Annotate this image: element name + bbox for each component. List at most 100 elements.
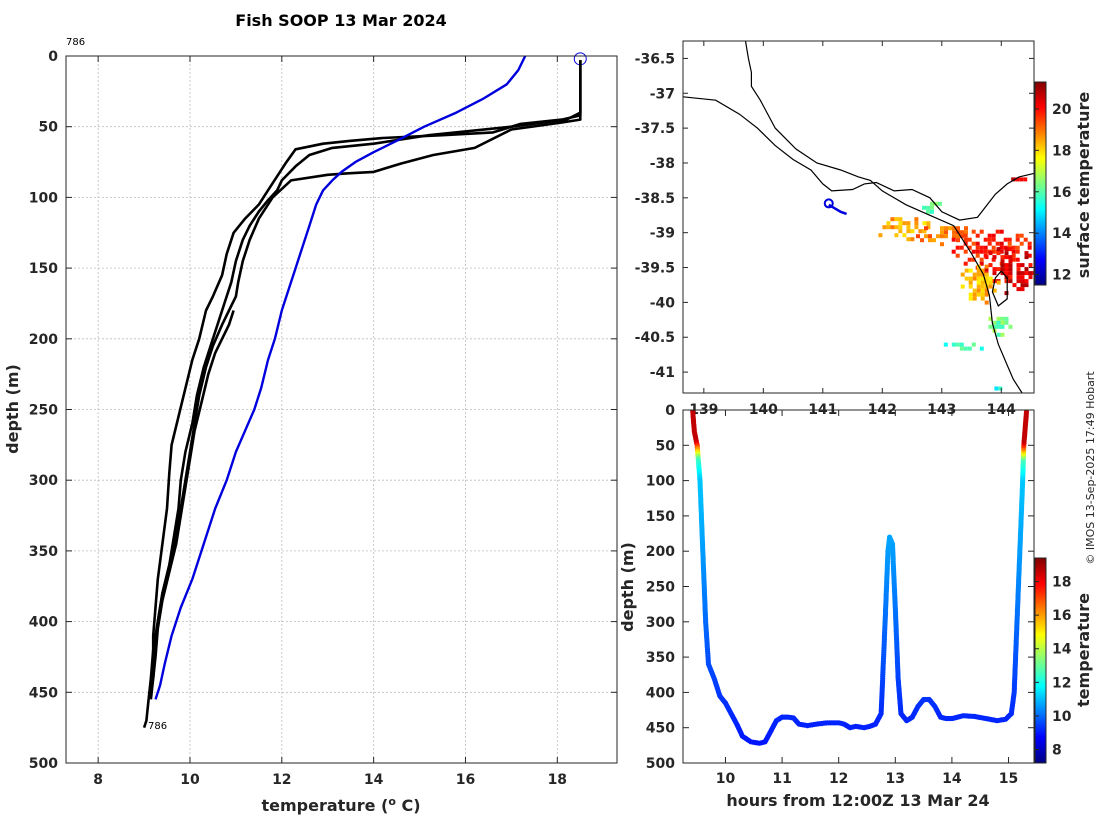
sst-pixel (1000, 320, 1005, 325)
sst-colorbar-tick-label: 14 (1052, 226, 1072, 242)
sst-colorbar-tick-label: 18 (1052, 143, 1071, 159)
sst-pixel (1020, 287, 1025, 292)
sst-pixel (940, 242, 944, 247)
sst-pixel (988, 251, 993, 256)
sst-pixel (951, 249, 956, 254)
sst-pixel (1004, 251, 1009, 256)
y-tick-label: 0 (48, 49, 58, 65)
sst-pixel (998, 386, 1003, 391)
sst-pixel (987, 241, 992, 246)
y-tick-label: 450 (29, 685, 58, 701)
sst-pixel (980, 276, 985, 281)
sst-pixel (926, 209, 930, 214)
x-tick-label: 12 (272, 772, 291, 788)
sst-pixel (1000, 316, 1005, 321)
sst-pixel (1027, 253, 1032, 258)
sst-pixel (955, 253, 960, 258)
y-axis-label: depth (m) (3, 364, 22, 454)
lat-tick-label: -39.5 (635, 261, 675, 277)
sst-pixel (980, 288, 985, 293)
sst-pixel (894, 217, 899, 222)
sst-pixel (940, 230, 944, 235)
sst-pixel (996, 320, 1001, 325)
sst-pixel (1024, 279, 1029, 284)
sst-pixel (1016, 287, 1021, 292)
sst-colorbar-tick-label: 12 (1052, 268, 1071, 284)
sst-pixel (964, 276, 969, 281)
x-axis-label-text: temperature ( (261, 796, 388, 815)
sst-pixel (967, 245, 972, 250)
sst-pixel (979, 261, 984, 266)
sst-colorbar-ticks: 12 14 16 18 20 (1035, 102, 1072, 284)
sst-pixel (934, 201, 938, 206)
sst-pixel (1016, 275, 1021, 280)
sst-pixel (996, 251, 1001, 256)
sst-pixel (960, 272, 965, 277)
sst-pixel (930, 209, 934, 214)
sst-pixel (890, 225, 895, 230)
sst-pixel (983, 237, 988, 242)
sst-pixel (983, 249, 988, 254)
sst-pixel (963, 237, 968, 242)
sst-pixel (1008, 275, 1013, 280)
sst-pixel (944, 226, 948, 231)
sst-pixel (1024, 267, 1029, 272)
sst-pixel (1027, 241, 1032, 246)
sst-pixel (948, 226, 952, 231)
sst-pixel (971, 257, 976, 262)
lat-tick-label: -39 (650, 226, 675, 242)
sst-pixel (952, 230, 956, 235)
sst-pixel (1004, 316, 1009, 321)
sst-pixel (996, 247, 1001, 252)
sst-pixel (971, 342, 976, 347)
profile-chart: Fish SOOP 13 Mar 2024 8 10 12 14 16 18 0 50 100 1… (3, 11, 618, 815)
sst-pixel (987, 237, 992, 242)
sst-pixel (924, 226, 928, 231)
temp-colorbar-tick-label: 16 (1052, 608, 1071, 624)
sst-pixel (924, 234, 928, 239)
section-y-tick-label: 400 (646, 685, 675, 701)
sst-pixel (991, 257, 996, 262)
section-y-tick-label: 500 (646, 756, 675, 772)
sst-pixel (898, 221, 903, 226)
sst-pixel (976, 276, 981, 281)
sst-pixel (882, 225, 887, 230)
sst-pixel (984, 280, 989, 285)
section-chart: 10 11 12 13 14 150501001502002503003504004505… (618, 403, 1093, 810)
sst-pixel (984, 267, 989, 272)
sst-pixel (890, 217, 895, 222)
sst-pixel (1020, 263, 1025, 268)
sst-pixel (972, 276, 977, 281)
section-y-tick-label: 250 (646, 580, 675, 596)
sst-colorbar-tick-label: 16 (1052, 185, 1071, 201)
sst-pixel (995, 229, 1000, 234)
sst-pixel (1020, 283, 1025, 288)
section-x-tick-label: 11 (772, 771, 791, 787)
sst-pixel (1000, 332, 1005, 337)
y-tick-label: 150 (29, 261, 58, 277)
sst-pixel (920, 238, 924, 243)
section-y-tick-label: 150 (646, 509, 675, 525)
sst-pixel (987, 233, 992, 238)
sst-pixel (940, 234, 944, 239)
coastline-2 (744, 41, 1023, 393)
sst-pixel (952, 226, 956, 231)
sst-pixel (988, 284, 993, 289)
sst-pixel (996, 332, 1001, 337)
sst-pixel (1028, 271, 1033, 276)
x-tick-label: 8 (93, 772, 103, 788)
section-x-tick-label: 14 (942, 771, 962, 787)
sst-pixel (906, 237, 911, 242)
sst-pixel (976, 268, 981, 273)
y-tick-label: 400 (29, 615, 58, 631)
sst-pixel (980, 292, 985, 297)
lat-tick-label: -38.5 (635, 191, 675, 207)
section-x-tick-label: 12 (829, 771, 848, 787)
sst-pixel (938, 201, 942, 206)
sst-map: -36.5 -37 -37.5 -38 -38.5 -39 -39.5 -40 -40.5 -41… (635, 40, 1093, 418)
section-x-tick-label: 15 (999, 771, 1018, 787)
sst-pixel (963, 233, 968, 238)
sst-pixel (979, 245, 984, 250)
section-y-tick-label: 350 (646, 650, 675, 666)
sst-pixel (972, 292, 977, 297)
